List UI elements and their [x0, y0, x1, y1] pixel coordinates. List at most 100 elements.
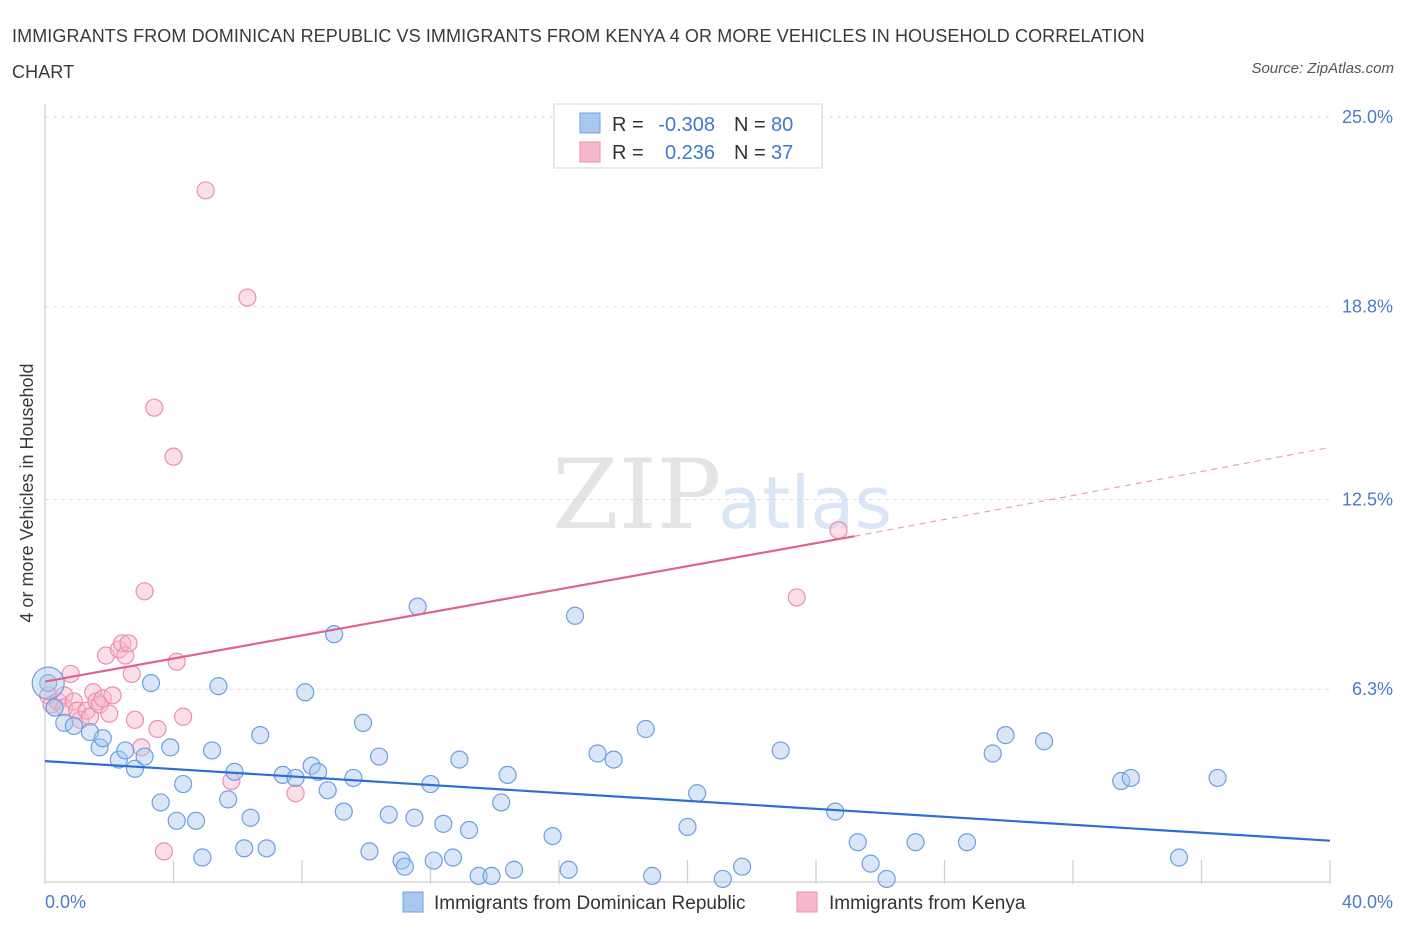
watermark-atlas: atlas [718, 461, 892, 545]
dominican-point [957, 833, 977, 852]
dominican-point [1034, 732, 1054, 751]
dominican-point [434, 814, 453, 833]
dominican-point [353, 713, 373, 732]
dominican-point [733, 857, 752, 876]
dominican-point [209, 677, 228, 696]
dominican-point [334, 802, 353, 821]
dominican-point [39, 673, 58, 693]
correlation-legend: R = -0.308 N = 80 R = 0.236 N = 37 [553, 103, 823, 169]
dominican-point [678, 817, 697, 837]
dominican-trend-line [44, 760, 1331, 842]
kenya-point [286, 784, 305, 803]
kenya-point [787, 588, 806, 607]
kenya-point [135, 582, 154, 601]
trend-lines [44, 446, 1331, 842]
dominican-point [186, 811, 206, 830]
dominican-point [543, 826, 562, 846]
gridlines [45, 116, 1330, 690]
dominican-point [565, 606, 585, 625]
kenya-points [39, 181, 848, 861]
legend-swatch-blue [579, 112, 601, 134]
legend-swatch-pink [579, 141, 601, 163]
dominican-point [459, 820, 479, 840]
kenya-point [103, 686, 122, 705]
dominican-point [588, 744, 607, 763]
dominican-point [151, 793, 170, 812]
chart-title: IMMIGRANTS FROM DOMINICAN REPUBLIC VS IM… [12, 26, 1145, 82]
dominican-point [109, 750, 128, 769]
kenya-point [100, 704, 119, 723]
dominican-point [688, 784, 707, 803]
series-legend-label-blue: Immigrants from Dominican Republic [434, 893, 746, 914]
series-legend: Immigrants from Dominican Republic Immig… [402, 891, 1026, 914]
dominican-point [116, 741, 135, 760]
dominican-point [251, 726, 270, 745]
dominican-point [379, 805, 398, 824]
kenya-point [174, 707, 193, 726]
dominican-point [125, 759, 145, 778]
dominican-point [360, 842, 379, 861]
series-legend-label-pink: Immigrants from Kenya [829, 893, 1026, 914]
dominican-point-large [31, 666, 65, 700]
legend-n-value-pink: 37 [771, 142, 793, 164]
kenya-trend-extension [854, 446, 1331, 537]
kenya-point [154, 842, 173, 861]
legend-r-label-blue: R = [612, 114, 644, 136]
dominican-point [713, 869, 732, 889]
dominican-point [861, 854, 880, 873]
chart-source: Source: ZipAtlas.com [1251, 60, 1394, 77]
dominican-point [559, 860, 578, 879]
dominican-point [906, 833, 925, 852]
x-axis-ticks [44, 860, 1331, 884]
y-tick-labels: 6.3% 12.5% 18.8% 25.0% [1342, 107, 1393, 699]
watermark-zip: ZIP [552, 439, 721, 551]
x-tick-min: 0.0% [45, 892, 86, 912]
dominican-point [318, 781, 337, 800]
dominican-points [31, 597, 1227, 889]
dominican-point [64, 716, 84, 736]
dominican-point [983, 744, 1002, 763]
dominican-point [257, 839, 276, 858]
dominican-point [370, 747, 389, 766]
dominican-point [636, 719, 655, 739]
dominican-point [469, 866, 488, 885]
dominican-point [174, 774, 193, 794]
dominican-point [344, 768, 363, 788]
dominican-point [1121, 768, 1140, 788]
dominican-point [161, 738, 180, 757]
kenya-point [125, 710, 145, 729]
dominican-point [395, 857, 414, 876]
legend-n-value-blue: 80 [771, 114, 793, 136]
series-legend-swatch-blue [402, 891, 424, 913]
series-legend-swatch-pink [796, 891, 818, 913]
dominican-point [235, 839, 254, 858]
dominican-point [443, 848, 463, 867]
dominican-point [877, 869, 896, 889]
dominican-point [1208, 768, 1227, 788]
legend-r-value-pink: 0.236 [665, 142, 715, 164]
kenya-point [148, 719, 167, 739]
dominican-point [771, 741, 790, 760]
legend-r-label-pink: R = [612, 142, 644, 164]
dominican-point [1169, 848, 1189, 867]
y-axis-label: 4 or more Vehicles in Household [17, 363, 37, 622]
dominican-point [405, 808, 424, 827]
y-tick-label: 25.0% [1342, 107, 1393, 127]
dominican-point [308, 762, 328, 781]
dominican-point [826, 802, 845, 821]
dominican-point [135, 747, 154, 766]
dominican-point [482, 866, 501, 885]
dominican-point [241, 808, 260, 827]
kenya-trend-line [44, 535, 855, 683]
kenya-point [119, 634, 138, 653]
dominican-point [296, 683, 315, 702]
dominican-point [167, 811, 186, 830]
kenya-point [167, 652, 186, 671]
kenya-point [145, 398, 164, 417]
y-tick-label: 12.5% [1342, 490, 1393, 510]
legend-r-value-blue: -0.308 [658, 114, 715, 136]
dominican-point [604, 750, 623, 769]
dominican-point [424, 851, 443, 870]
dominican-point [193, 848, 212, 867]
dominican-point [45, 698, 64, 717]
